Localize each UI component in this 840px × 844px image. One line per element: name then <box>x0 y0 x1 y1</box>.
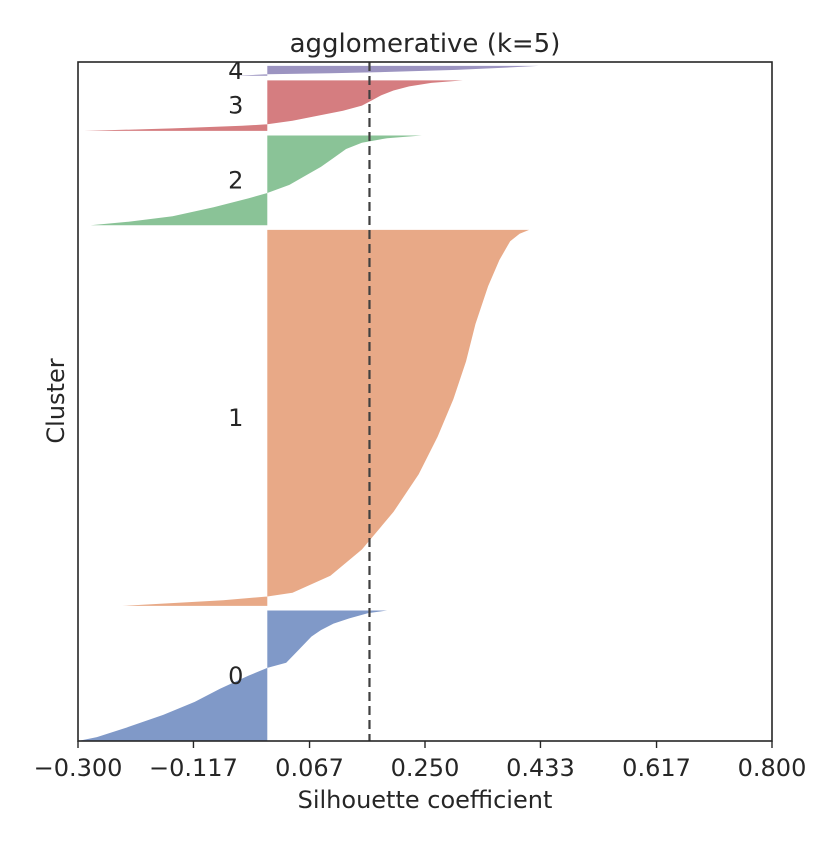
plot-area: 0 1 2 3 4 <box>78 57 539 741</box>
cluster-label-3: 3 <box>228 92 243 120</box>
cluster-1-silhouette <box>122 229 530 606</box>
x-tick-label: 0.433 <box>506 754 575 782</box>
cluster-2-silhouette <box>90 135 422 226</box>
x-tick-label: 0.067 <box>275 754 344 782</box>
cluster-label-0: 0 <box>228 662 243 690</box>
x-axis-label: Silhouette coefficient <box>298 786 553 814</box>
x-axis-ticks: −0.300 −0.117 0.067 0.250 0.433 0.617 0.800 <box>34 741 807 782</box>
x-tick-label: 0.800 <box>738 754 807 782</box>
cluster-label-2: 2 <box>228 166 243 194</box>
x-tick-label: 0.617 <box>622 754 691 782</box>
cluster-label-4: 4 <box>228 57 243 85</box>
y-axis-label: Cluster <box>42 358 70 443</box>
cluster-0-silhouette <box>78 610 388 741</box>
cluster-4-silhouette <box>235 65 539 76</box>
cluster-label-1: 1 <box>228 404 243 432</box>
chart-title: agglomerative (k=5) <box>290 29 561 59</box>
cluster-3-silhouette <box>84 80 463 131</box>
x-tick-label: −0.300 <box>34 754 123 782</box>
x-tick-label: 0.250 <box>391 754 460 782</box>
x-tick-label: −0.117 <box>149 754 238 782</box>
